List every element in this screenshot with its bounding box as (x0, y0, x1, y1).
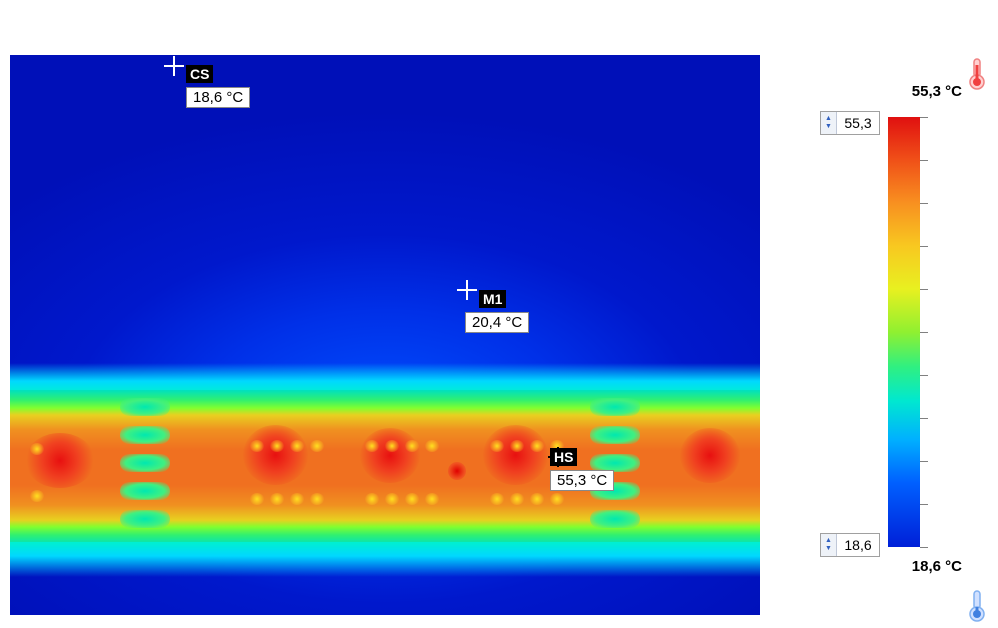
scale-tick (920, 203, 928, 204)
cool-pad (590, 510, 640, 528)
solder-dot (490, 493, 504, 505)
scale-tick (920, 375, 928, 376)
solder-dot (405, 440, 419, 452)
cool-pad (120, 510, 170, 528)
heat-spot (360, 428, 420, 483)
cool-pad (120, 398, 170, 416)
strip-halo-top (10, 363, 760, 393)
hs-marker-value: 55,3 °C (550, 470, 614, 491)
scale-tick (920, 289, 928, 290)
solder-dot (250, 493, 264, 505)
solder-dot (425, 493, 439, 505)
solder-dot (510, 493, 524, 505)
m1-marker-value: 20,4 °C (465, 312, 529, 333)
solder-dot (365, 440, 379, 452)
solder-dot (250, 440, 264, 452)
heat-spot (483, 425, 548, 485)
scale-min-spinner[interactable]: ▲▼ 18,6 (820, 533, 880, 557)
spinner-arrows-icon[interactable]: ▲▼ (821, 112, 837, 134)
scale-tick (920, 504, 928, 505)
temperature-scale: 55,3 °C 18,6 °C ▲▼ 55,3 ▲▼ 18,6 (810, 55, 990, 615)
thermometer-hot-icon (966, 57, 988, 91)
solder-dot (270, 440, 284, 452)
heat-spot (448, 462, 466, 480)
scale-max-label: 55,3 °C (912, 83, 962, 100)
solder-dot (490, 440, 504, 452)
scale-max-spinner[interactable]: ▲▼ 55,3 (820, 111, 880, 135)
scale-tick (920, 246, 928, 247)
solder-dot (365, 493, 379, 505)
heat-spot (25, 433, 95, 488)
solder-dot (530, 440, 544, 452)
solder-dot (550, 493, 564, 505)
solder-dot (385, 493, 399, 505)
solder-dot (290, 493, 304, 505)
solder-dot (385, 440, 399, 452)
scale-min-label: 18,6 °C (912, 558, 962, 575)
solder-dot (270, 493, 284, 505)
solder-dot (30, 490, 44, 502)
cool-pad (590, 426, 640, 444)
cool-pad (120, 482, 170, 500)
strip-halo-bottom (10, 542, 760, 577)
solder-dot (310, 440, 324, 452)
cs-marker-label: CS (186, 65, 213, 83)
spinner-arrows-icon[interactable]: ▲▼ (821, 534, 837, 556)
solder-dot (405, 493, 419, 505)
solder-dot (310, 493, 324, 505)
hs-marker-label: HS (550, 448, 577, 466)
scale-tick (920, 332, 928, 333)
scale-tick (920, 547, 928, 548)
thermal-image: CS 18,6 °C M1 20,4 °C HS 55,3 °C (10, 55, 760, 615)
scale-max-value: 55,3 (837, 115, 879, 131)
scale-tick (920, 461, 928, 462)
heat-spot (243, 425, 308, 485)
solder-dot (290, 440, 304, 452)
scale-tick (920, 117, 928, 118)
solder-dot (30, 443, 44, 455)
cool-pad (120, 454, 170, 472)
m1-marker-label: M1 (479, 290, 506, 308)
color-gradient-bar (888, 117, 920, 547)
cool-pad (120, 426, 170, 444)
cs-marker-value: 18,6 °C (186, 87, 250, 108)
solder-dot (510, 440, 524, 452)
solder-dot (530, 493, 544, 505)
thermometer-cold-icon (966, 589, 988, 623)
cool-pad (590, 398, 640, 416)
scale-tick (920, 418, 928, 419)
solder-dot (425, 440, 439, 452)
scale-tick (920, 160, 928, 161)
heat-spot (680, 428, 740, 483)
scale-min-value: 18,6 (837, 537, 879, 553)
